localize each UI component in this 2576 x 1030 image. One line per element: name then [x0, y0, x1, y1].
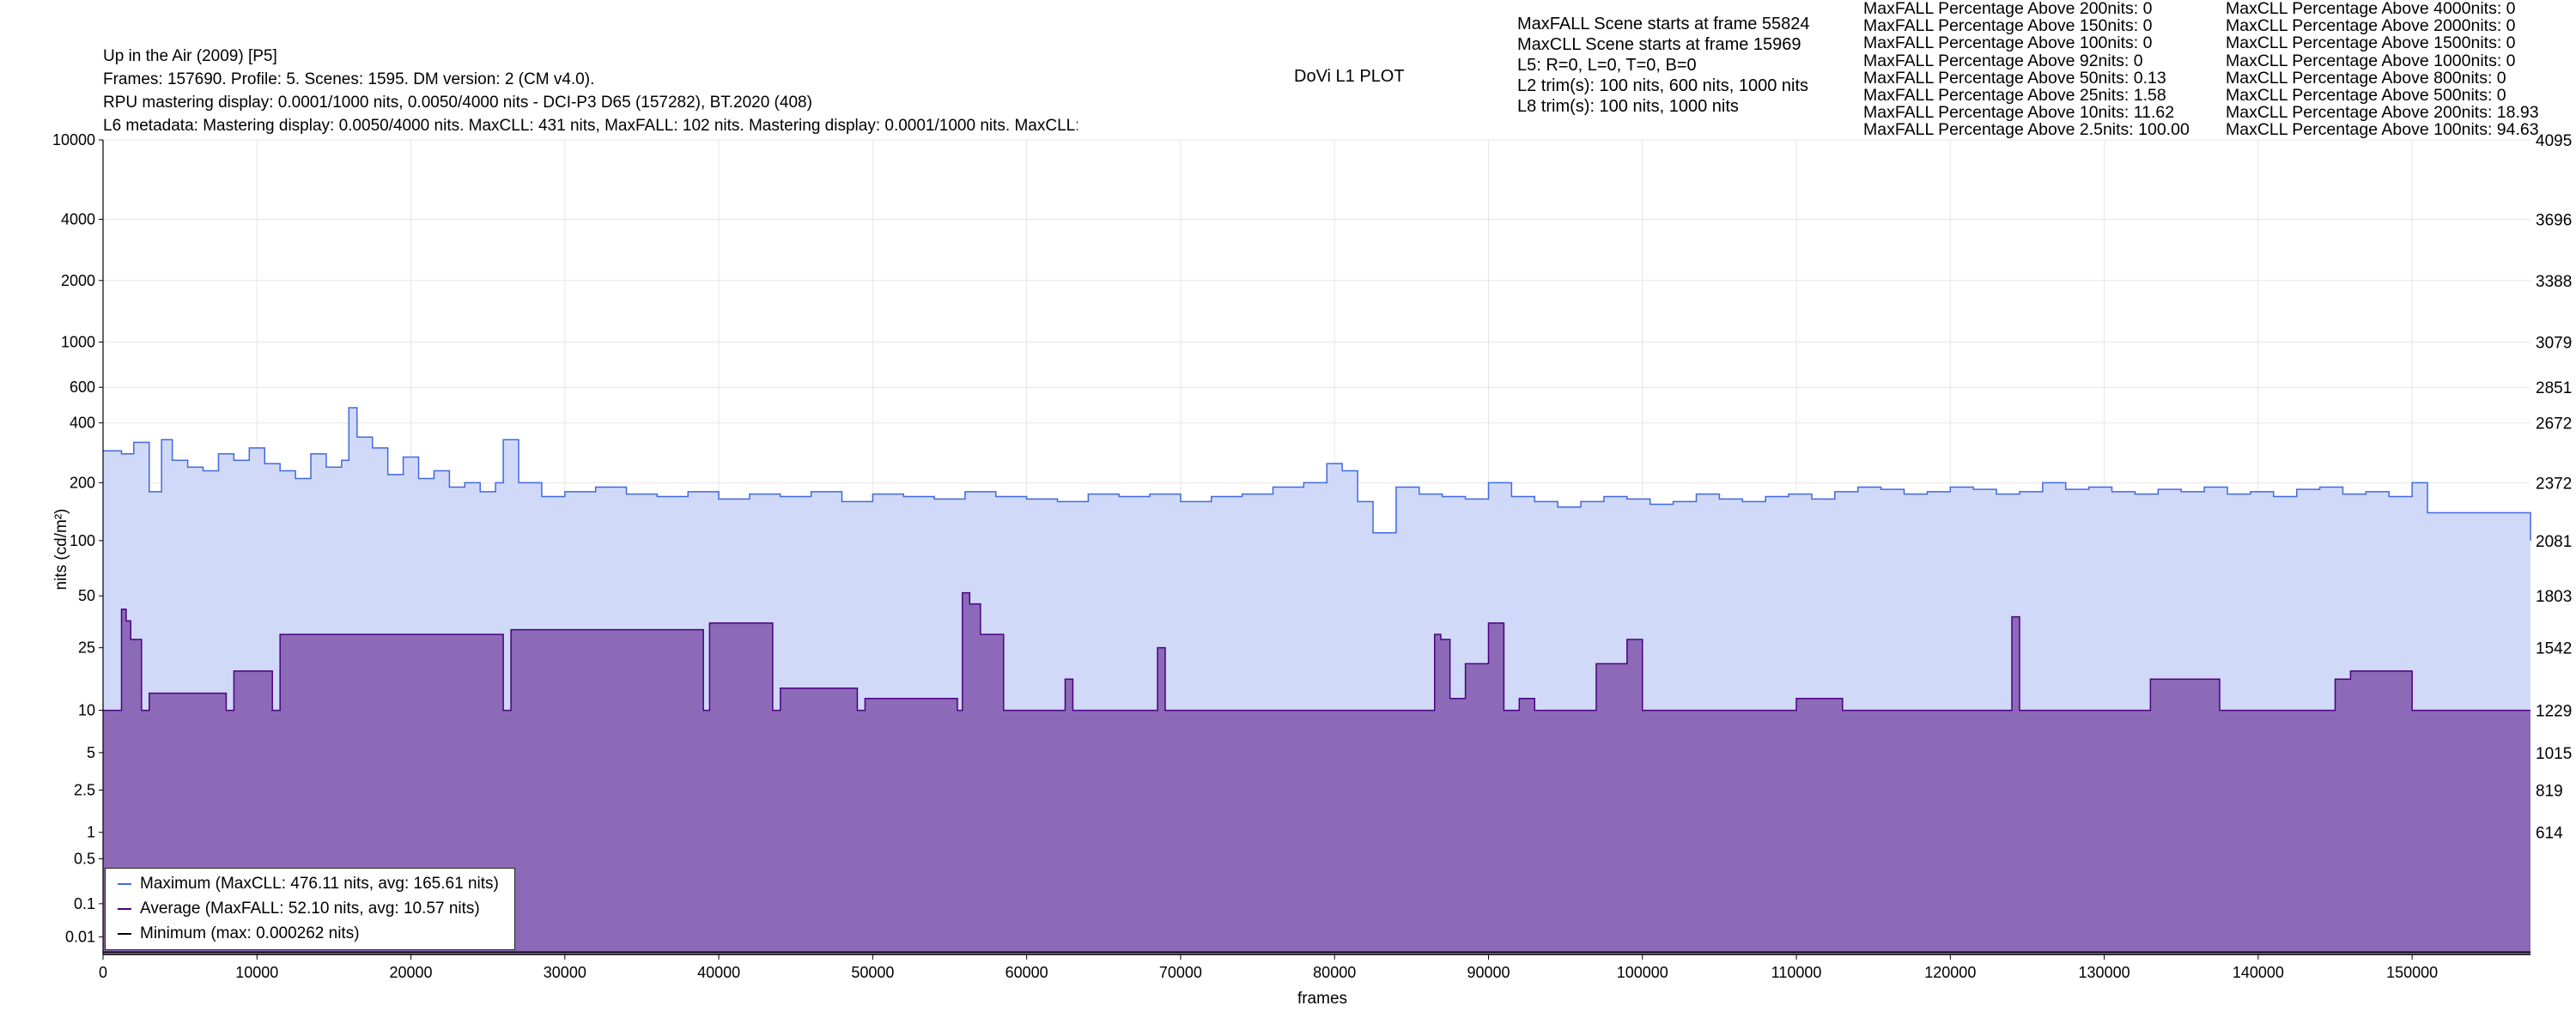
y-tick-label: 600	[70, 379, 95, 396]
scene-info-line: L5: R=0, L=0, T=0, B=0	[1517, 56, 1697, 75]
y-tick-label: 400	[70, 415, 95, 432]
maxcll-percentages: MaxCLL Percentage Above 4000nits: 0 MaxC…	[2226, 0, 2539, 139]
maxcll-line: MaxCLL Percentage Above 4000nits: 0	[2226, 0, 2516, 18]
x-tick-label: 130000	[2079, 964, 2130, 981]
x-tick-label: 40000	[697, 964, 740, 981]
x-tick-label: 10000	[235, 964, 278, 981]
x-tick-label: 50000	[851, 964, 894, 981]
y-tick-label: 1	[87, 824, 95, 841]
y-tick-label: 2.5	[74, 782, 95, 799]
scene-info-block: MaxFALL Scene starts at frame 55824 MaxC…	[1517, 14, 1810, 117]
x-tick-label: 70000	[1159, 964, 1202, 981]
y-tick-label: 0.1	[74, 895, 95, 912]
scene-info-line: L8 trim(s): 100 nits, 1000 nits	[1517, 97, 1739, 116]
right-tick-label: 2672	[2536, 415, 2572, 433]
series-average	[103, 591, 2530, 954]
x-tick-label: 60000	[1005, 964, 1048, 981]
legend-item-average: Average (MaxFALL: 52.10 nits, avg: 10.57…	[118, 897, 480, 921]
maxfall-percentages: MaxFALL Percentage Above 200nits: 0 MaxF…	[1863, 0, 2190, 139]
maxfall-line: MaxFALL Percentage Above 200nits: 0	[1863, 0, 2153, 18]
maxcll-line: MaxCLL Percentage Above 2000nits: 0	[2226, 16, 2516, 36]
x-tick-label: 20000	[390, 964, 433, 981]
legend-swatch-average	[118, 907, 131, 910]
x-tick-label: 150000	[2386, 964, 2438, 981]
maxcll-line: MaxCLL Percentage Above 200nits: 18.93	[2226, 103, 2539, 123]
y-tick-label: 1000	[61, 334, 95, 351]
y-tick-label: 10	[78, 702, 95, 719]
maxfall-line: MaxFALL Percentage Above 100nits: 0	[1863, 33, 2153, 53]
maxfall-line: MaxFALL Percentage Above 50nits: 0.13	[1863, 68, 2166, 88]
y-tick-label: 200	[70, 474, 95, 491]
legend-label-maximum: Maximum (MaxCLL: 476.11 nits, avg: 165.6…	[140, 875, 499, 893]
x-tick-label: 110000	[1771, 964, 1822, 981]
axes	[102, 140, 2530, 955]
right-tick-label: 1803	[2536, 588, 2572, 606]
x-tick-label: 140000	[2233, 964, 2284, 981]
scene-info-line: L2 trim(s): 100 nits, 600 nits, 1000 nit…	[1517, 76, 1809, 95]
legend: Maximum (MaxCLL: 476.11 nits, avg: 165.6…	[105, 868, 515, 950]
x-axis-label: frames	[1297, 990, 1347, 1008]
x-tick-label: 90000	[1467, 964, 1510, 981]
maximum-line	[103, 407, 2531, 541]
right-tick-label: 3079	[2536, 335, 2572, 353]
right-tick-label: 2081	[2536, 533, 2572, 551]
y-tick-label: 5	[87, 744, 95, 761]
scene-info-line: MaxCLL Scene starts at frame 15969	[1517, 35, 1801, 54]
maxfall-line: MaxFALL Percentage Above 25nits: 1.58	[1863, 85, 2166, 105]
right-tick-label: 1229	[2536, 703, 2572, 721]
y-tick-label: 25	[78, 639, 95, 657]
average-line	[103, 591, 2530, 712]
rpu-mastering-info: RPU mastering display: 0.0001/1000 nits,…	[103, 94, 812, 112]
right-tick-label: 819	[2536, 783, 2563, 801]
y-axis-ticks: 0.01 0.1 0.5 1 2.5 5 10 25 50 100 200 400 600 1000 200…	[52, 131, 103, 946]
legend-swatch-maximum	[118, 882, 131, 885]
x-tick-label: 80000	[1313, 964, 1356, 981]
y-tick-label: 50	[78, 587, 95, 604]
maxfall-line: MaxFALL Percentage Above 150nits: 0	[1863, 16, 2153, 36]
maxfall-line: MaxFALL Percentage Above 92nits: 0	[1863, 51, 2143, 70]
x-tick-label: 100000	[1617, 964, 1668, 981]
legend-label-minimum: Minimum (max: 0.000262 nits)	[140, 924, 360, 942]
legend-label-average: Average (MaxFALL: 52.10 nits, avg: 10.57…	[140, 900, 480, 918]
y-tick-label: 10000	[52, 131, 95, 148]
right-tick-label: 2851	[2536, 379, 2572, 397]
right-tick-label: 3388	[2536, 273, 2572, 291]
legend-item-maximum: Maximum (MaxCLL: 476.11 nits, avg: 165.6…	[118, 872, 499, 896]
maxcll-line: MaxCLL Percentage Above 800nits: 0	[2226, 68, 2506, 88]
legend-item-minimum: Minimum (max: 0.000262 nits)	[118, 922, 360, 946]
right-tick-label: 3696	[2536, 211, 2572, 229]
x-tick-label: 0	[99, 964, 107, 981]
y-tick-label: 0.5	[74, 851, 95, 868]
y-tick-label: 100	[70, 532, 95, 549]
right-tick-label: 1542	[2536, 640, 2572, 658]
maxcll-line: MaxCLL Percentage Above 100nits: 94.63	[2226, 120, 2539, 140]
maxfall-line: MaxFALL Percentage Above 10nits: 11.62	[1863, 103, 2175, 123]
frames-info: Frames: 157690. Profile: 5. Scenes: 1595…	[103, 70, 595, 88]
y-tick-label: 2000	[61, 272, 95, 289]
y-axis-label: nits (cd/m²)	[52, 509, 70, 591]
maxcll-line: MaxCLL Percentage Above 1500nits: 0	[2226, 33, 2516, 53]
maxcll-line: MaxCLL Percentage Above 1000nits: 0	[2226, 51, 2516, 70]
right-axis-ticks: 4095 3696 3388 3079 2851 2672 2372 2081 1803 1542…	[2536, 132, 2572, 843]
x-tick-label: 30000	[544, 964, 586, 981]
right-tick-label: 2372	[2536, 475, 2572, 493]
right-tick-label: 614	[2536, 825, 2563, 843]
y-tick-label: 0.01	[65, 929, 95, 946]
plot-name: DoVi L1 PLOT	[1294, 67, 1405, 86]
right-tick-label: 1015	[2536, 745, 2572, 763]
legend-swatch-minimum	[118, 932, 131, 935]
x-tick-label: 120000	[1924, 964, 1976, 981]
maxfall-line: MaxFALL Percentage Above 2.5nits: 100.00	[1863, 120, 2190, 140]
l6-metadata-info: L6 metadata: Mastering display: 0.0050/4…	[103, 117, 1078, 135]
plot-title: Up in the Air (2009) [P5]	[103, 47, 277, 65]
y-tick-label: 4000	[61, 210, 95, 227]
title-block: Up in the Air (2009) [P5] Frames: 157690…	[103, 45, 1078, 137]
maxcll-line: MaxCLL Percentage Above 500nits: 0	[2226, 85, 2506, 105]
scene-info-line: MaxFALL Scene starts at frame 55824	[1517, 15, 1810, 33]
x-axis-ticks: 0 10000 20000 30000 40000 50000 60000 70000 8000…	[99, 954, 2438, 981]
right-tick-label: 4095	[2536, 132, 2572, 150]
